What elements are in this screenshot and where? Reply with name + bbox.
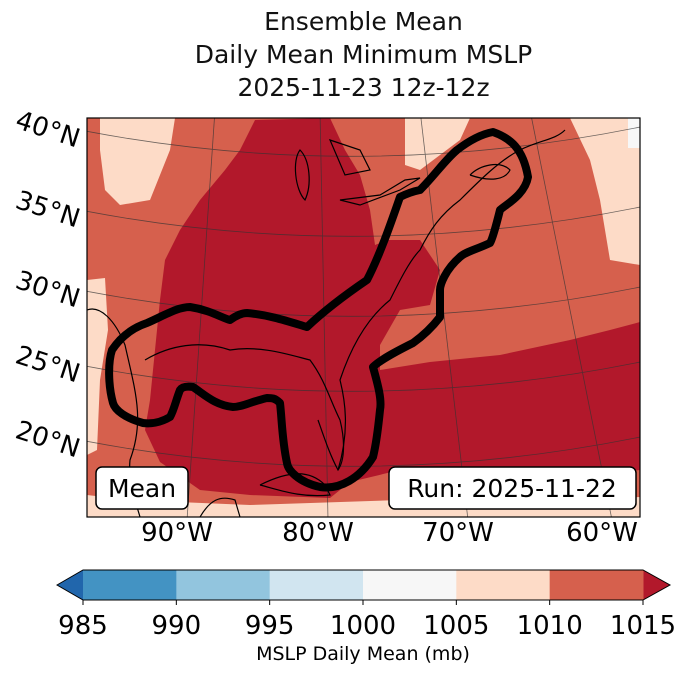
parallel-line — [87, 361, 640, 392]
colorbar-bin — [363, 570, 457, 600]
latitude-label: 30°N — [12, 266, 84, 315]
latitude-labels: 40°N 35°N 30°N 25°N 20°N — [12, 106, 84, 465]
latitude-label: 25°N — [12, 341, 84, 390]
colorbar-tick-label: 1005 — [423, 611, 489, 641]
latitude-label: 35°N — [12, 186, 84, 235]
field-1000-1005-east — [570, 118, 640, 265]
longitude-label: 60°W — [566, 518, 638, 548]
colorbar-bin — [83, 570, 177, 600]
longitude-label: 90°W — [141, 518, 213, 548]
annotation-run-box: Run: 2025-11-22 — [388, 466, 637, 510]
colorbar-tick-label: 985 — [58, 611, 108, 641]
colorbar-tick-label: 1010 — [517, 611, 583, 641]
colorbar-extend-over — [643, 570, 670, 600]
colorbar-tick-label: 990 — [152, 611, 202, 641]
colorbar-tick-label: 1015 — [610, 611, 676, 641]
colorbar-tick-label: 995 — [245, 611, 295, 641]
colorbar-label: MSLP Daily Mean (mb) — [256, 643, 470, 665]
colorbar-bin — [176, 570, 271, 600]
parallel-line — [87, 126, 640, 157]
field-1000-1005-west — [87, 278, 108, 455]
colorbar-bin — [269, 570, 364, 600]
map-area — [87, 118, 640, 517]
colorbar: 985 990 995 1000 1005 1010 1015 — [55, 569, 676, 641]
parallel-line — [87, 286, 640, 317]
title-line-2: Daily Mean Minimum MSLP — [194, 40, 533, 69]
title-line-3: 2025-11-23 12z-12z — [237, 73, 490, 102]
field-1000-1005-south — [87, 495, 640, 517]
latitude-label: 40°N — [12, 106, 84, 155]
colorbar-tick-label: 1000 — [330, 611, 396, 641]
longitude-label: 80°W — [282, 518, 354, 548]
map-frame — [86, 117, 641, 518]
meridian-line — [531, 118, 612, 517]
annotation-mean-box: Mean — [95, 466, 189, 510]
annotation-mean: Mean — [108, 474, 176, 503]
annotation-run: Run: 2025-11-22 — [407, 474, 617, 503]
longitude-labels: 90°W 80°W 70°W 60°W — [141, 518, 638, 548]
latitude-label: 20°N — [12, 416, 84, 465]
parallel-line — [87, 206, 640, 237]
low-pressure-contour — [105, 128, 532, 492]
longitude-label: 70°W — [422, 518, 494, 548]
title-line-1: Ensemble Mean — [264, 7, 463, 36]
field-1000-1005-northwest — [100, 118, 175, 205]
field-995-1000-corner — [628, 118, 640, 148]
field-1000-1005-north — [405, 118, 470, 170]
meridian-line — [186, 118, 215, 517]
field-above-1015 — [145, 118, 640, 498]
colorbar-bin — [456, 570, 551, 600]
colorbar-extend-under — [57, 570, 83, 600]
colorbar-bin — [549, 570, 644, 600]
